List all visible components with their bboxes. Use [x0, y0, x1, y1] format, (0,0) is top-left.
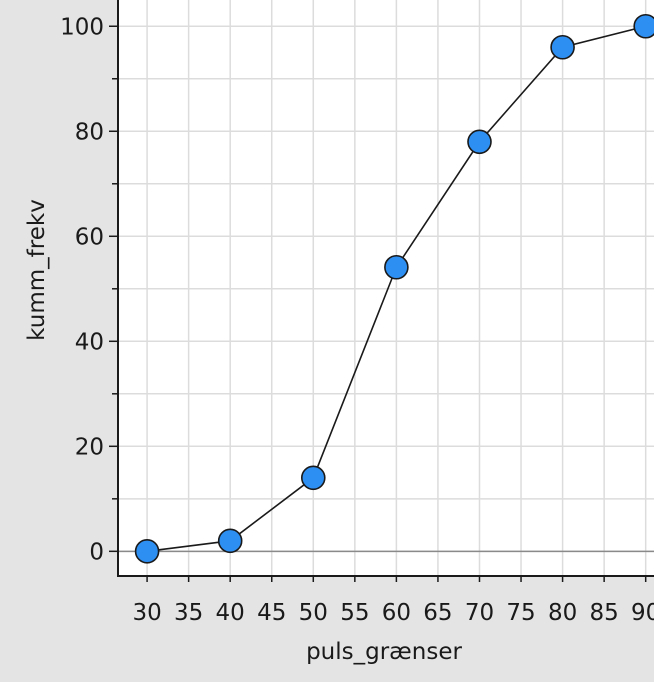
plot-area	[118, 0, 654, 576]
x-tick-label: 30	[132, 600, 161, 626]
axes: 0 20 40 60 80 100 30 35 40 45 50 55 60 65 70 75 80 85 90	[60, 0, 654, 626]
x-tick-label: 40	[216, 600, 245, 626]
grid	[118, 0, 654, 576]
y-axis-title: kumm_frekv	[24, 199, 50, 341]
data-point	[633, 13, 654, 39]
x-tick-label: 85	[589, 600, 618, 626]
data-point	[550, 34, 575, 60]
y-tick-label: 40	[75, 329, 104, 355]
y-tick-label: 20	[75, 434, 104, 460]
x-tick-label: 90	[631, 600, 654, 626]
y-tick-label: 100	[60, 14, 104, 40]
x-tick-label: 60	[382, 600, 411, 626]
y-tick-label: 60	[75, 224, 104, 250]
y-tick-label: 80	[75, 119, 104, 145]
x-axis-title: puls_grænser	[306, 639, 462, 665]
data-point	[134, 539, 160, 564]
data-point	[467, 129, 492, 155]
x-tick-label: 45	[257, 600, 286, 626]
data-point	[384, 254, 409, 280]
data-point	[217, 528, 243, 554]
x-tick-label: 65	[423, 600, 452, 626]
x-tick-label: 50	[299, 600, 328, 626]
marker-layer	[134, 13, 654, 564]
x-tick-label: 35	[174, 600, 203, 626]
data-point	[300, 465, 326, 491]
x-tick-label: 80	[548, 600, 577, 626]
x-tick-label: 75	[506, 600, 535, 626]
x-tick-label: 55	[340, 600, 369, 626]
y-tick-label: 0	[89, 539, 104, 565]
x-tick-label: 70	[465, 600, 494, 626]
